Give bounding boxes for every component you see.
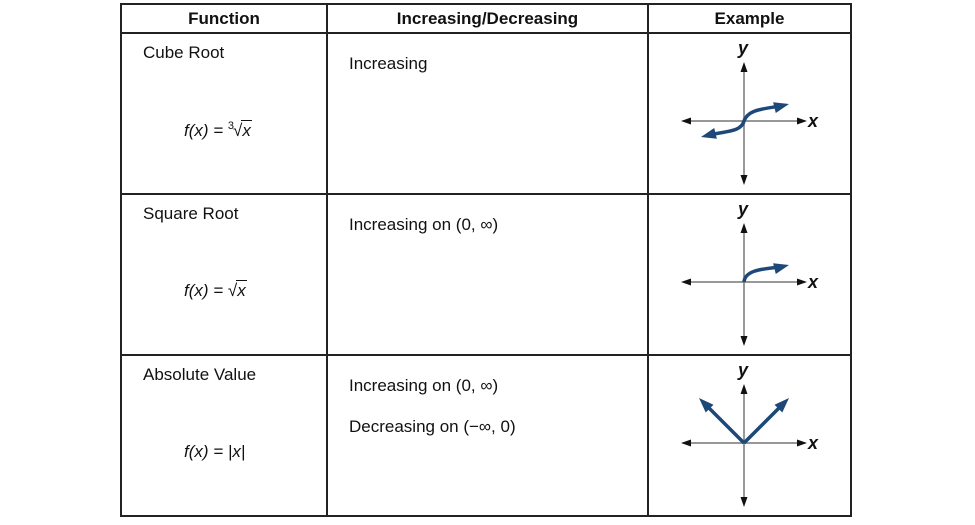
x-axis-label: x — [807, 272, 819, 292]
x-axis-label: x — [807, 433, 819, 453]
y-axis-down-arrow-icon — [740, 336, 748, 346]
function-formula: f(x) = |x| — [184, 442, 245, 462]
header-example: Example — [647, 3, 852, 34]
function-name: Absolute Value — [143, 365, 257, 384]
curve-arrow-icon — [774, 398, 789, 413]
table-row: Square Root f(x) = √x Increasing on (0, … — [120, 193, 852, 356]
x-axis-left-arrow-icon — [681, 439, 691, 447]
behavior-text: Increasing on (0, ∞) — [349, 215, 499, 234]
curve-arrow-icon — [701, 128, 717, 139]
x-axis-right-arrow-icon — [797, 439, 807, 447]
radical-index: 3 — [227, 120, 235, 132]
y-axis-label: y — [737, 38, 749, 58]
radicand: x — [236, 280, 247, 300]
function-formula: f(x) = 3√x — [184, 120, 252, 141]
curve-arrow-icon — [773, 102, 789, 113]
function-curve — [703, 402, 746, 445]
cube-root-graph: xy — [681, 38, 819, 185]
x-axis-left-arrow-icon — [681, 117, 691, 125]
x-axis-right-arrow-icon — [797, 117, 807, 125]
behavior-text: Increasing — [349, 54, 428, 73]
formula-lhs: f(x) = — [184, 281, 228, 300]
curve-arrow-icon — [699, 398, 714, 413]
absolute-value-graph: xy — [681, 360, 819, 507]
table-row: Absolute Value f(x) = |x| Increasing on … — [120, 354, 852, 517]
header-behavior: Increasing/Decreasing — [326, 3, 649, 34]
behavior-text: Decreasing on (−∞, 0) — [349, 417, 516, 436]
function-cell: Cube Root f(x) = 3√x — [120, 32, 328, 195]
curve-arrow-icon — [773, 263, 789, 274]
y-axis-up-arrow-icon — [740, 384, 748, 394]
function-curve — [742, 402, 785, 445]
header-row: Function Increasing/Decreasing Example — [120, 3, 852, 34]
function-formula: f(x) = √x — [184, 280, 247, 301]
function-cell: Square Root f(x) = √x — [120, 193, 328, 356]
radical-icon: √ — [233, 121, 243, 140]
formula-lhs: f(x) = — [184, 442, 228, 461]
abs-expression: |x| — [227, 442, 246, 461]
function-name: Cube Root — [143, 43, 225, 62]
x-axis-label: x — [807, 111, 819, 131]
behavior-cell: Increasing on (0, ∞) Decreasing on (−∞, 0… — [326, 354, 649, 517]
function-name: Square Root — [143, 204, 239, 223]
radicand: x — [241, 120, 252, 140]
function-cell: Absolute Value f(x) = |x| — [120, 354, 328, 517]
y-axis-down-arrow-icon — [740, 497, 748, 507]
x-axis-right-arrow-icon — [797, 278, 807, 286]
y-axis-label: y — [737, 360, 749, 380]
formula-lhs: f(x) = — [184, 121, 228, 140]
y-axis-up-arrow-icon — [740, 223, 748, 233]
y-axis-up-arrow-icon — [740, 62, 748, 72]
radical-icon: √ — [227, 281, 238, 300]
y-axis-down-arrow-icon — [740, 175, 748, 185]
x-axis-left-arrow-icon — [681, 278, 691, 286]
behavior-cell: Increasing — [326, 32, 649, 195]
square-root-graph: xy — [681, 199, 819, 346]
behavior-cell: Increasing on (0, ∞) — [326, 193, 649, 356]
header-function: Function — [120, 3, 328, 34]
y-axis-label: y — [737, 199, 749, 219]
function-curve — [708, 104, 782, 137]
toolkit-functions-table: Function Increasing/Decreasing Example C… — [120, 3, 852, 517]
behavior-text: Increasing on (0, ∞) — [349, 376, 499, 395]
